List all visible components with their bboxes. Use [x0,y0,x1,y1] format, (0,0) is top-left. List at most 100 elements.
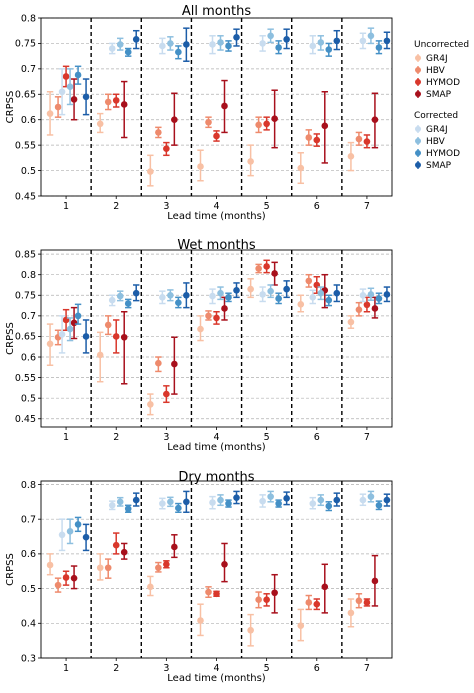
y-tick-label: 0.6 [21,549,36,560]
data-point [116,498,124,506]
data-point [283,495,290,502]
plot-frame [40,480,393,659]
x-tick-label: 4 [213,663,219,674]
series-uncorrected-hymod [62,259,371,404]
x-tick-label: 6 [314,201,320,212]
data-point [259,40,266,47]
data-point [271,589,278,597]
legend-entry-corrected-hymod: HYMOD [415,149,460,159]
x-tick-label: 3 [163,201,169,212]
data-point [70,319,78,327]
data-point [54,581,62,589]
series-corrected-smap [82,490,391,552]
data-point [58,88,66,96]
data-point [163,560,170,568]
plot-frame [40,17,393,197]
series-corrected-hymod [74,499,383,533]
y-tick-label: 0.45 [15,191,36,202]
x-tick-label: 2 [113,663,119,674]
data-point [283,36,290,43]
legend-entry-uncorrected-hbv: HBV [415,66,446,76]
y-tick-label: 0.5 [21,393,36,404]
legend-heading-uncorrected: Uncorrected [414,40,469,50]
legend-label: GR4J [426,54,448,64]
data-point [263,263,270,270]
data-point [197,617,204,624]
data-point [247,158,254,165]
y-axis-label: CRPSS [5,553,16,586]
data-point [347,609,355,617]
data-point [383,496,391,504]
x-tick-label: 7 [364,201,370,212]
legend-label: HYMOD [426,78,460,88]
data-point [267,287,274,295]
data-point [217,289,224,297]
y-tick-label: 0.55 [15,373,36,384]
data-point [175,299,182,306]
data-point [205,312,212,320]
data-point [120,548,128,556]
data-point [355,597,363,605]
y-tick-label: 0.6 [21,115,36,126]
data-point [46,340,54,348]
data-point [108,501,116,509]
x-tick-label: 7 [364,432,370,443]
data-point [247,285,254,293]
data-point [167,291,174,299]
data-point [171,543,178,551]
data-point [309,500,317,507]
data-point [124,48,132,56]
series-corrected-smap [82,280,391,354]
data-point [221,102,228,110]
x-tick-label: 1 [63,201,69,212]
data-point [321,583,329,591]
data-point [46,561,54,569]
data-point [213,314,220,322]
data-point [325,46,333,53]
data-point [255,121,262,129]
data-point [104,564,112,572]
data-point [233,34,240,41]
data-point [147,168,154,175]
x-tick-label: 2 [113,432,119,443]
legend-label: SMAP [426,161,452,171]
plot-frame [40,249,393,428]
data-point [217,39,224,46]
y-tick-label: 0.8 [21,270,36,281]
y-tick-label: 0.3 [21,653,36,664]
data-point [221,560,228,568]
data-point [363,138,371,145]
data-point [171,116,178,124]
series-corrected-hbv [66,284,375,342]
data-point [263,120,270,128]
data-point [305,277,313,285]
legend-marker [415,55,421,61]
data-point [383,291,391,298]
data-point [325,296,333,304]
data-point [54,103,62,111]
data-point [132,289,140,297]
data-point [367,291,375,298]
legend-uncorrected-entries: GR4J HBV HYMOD SMAP [415,54,460,100]
data-point [74,312,82,320]
data-point [333,289,341,297]
data-point [317,39,325,46]
data-point [74,71,82,79]
series-uncorrected-smap [70,78,379,164]
legend-entry-uncorrected-hymod: HYMOD [415,78,460,88]
data-point [46,110,54,117]
data-point [116,41,124,48]
y-axis-label: CRPSS [5,91,16,124]
series-corrected-hbv [66,490,375,545]
legend-label: HYMOD [426,149,460,159]
legend-marker [415,138,421,144]
data-point [271,270,278,277]
data-point [147,583,154,591]
data-point [367,32,375,40]
data-point [267,32,274,40]
legend-entry-uncorrected-gr4j: GR4J [415,54,448,64]
data-point [297,301,305,308]
data-point [347,318,355,326]
x-tick-label: 3 [163,432,169,443]
